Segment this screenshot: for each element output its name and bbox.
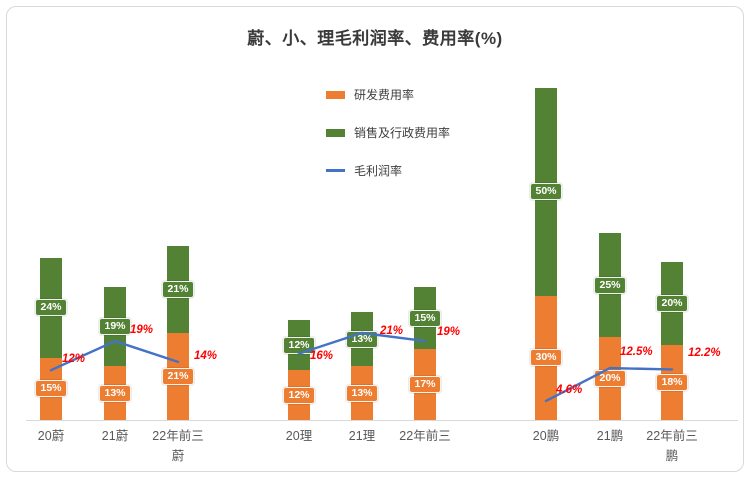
line-value-label: 19% bbox=[437, 326, 461, 339]
bar-value-label: 50% bbox=[530, 183, 562, 201]
bar-value-label: 13% bbox=[99, 384, 131, 402]
chart-title: 蔚、小、理毛利润率、费用率(%) bbox=[247, 29, 503, 48]
bar-value-label: 13% bbox=[346, 330, 378, 348]
bar-value-label: 13% bbox=[346, 384, 378, 402]
legend-item-rnd-expense-rate: 研发费用率 bbox=[326, 86, 450, 103]
x-axis-line bbox=[26, 420, 738, 421]
bar-value-label: 19% bbox=[99, 318, 131, 336]
x-axis-label: 22年前三 蔚 bbox=[152, 429, 204, 463]
legend-marker-bar-green bbox=[326, 128, 345, 137]
line-value-label: 12.5% bbox=[620, 346, 653, 359]
x-axis-label: 20蔚 bbox=[37, 429, 65, 443]
x-axis-label: 21鹏 bbox=[596, 429, 624, 443]
legend: 研发费用率 销售及行政费用率 毛利润率 bbox=[326, 86, 450, 179]
x-axis-label: 22年前三 bbox=[399, 429, 451, 443]
line-value-label: 14% bbox=[194, 349, 218, 362]
line-value-label: 12.2% bbox=[688, 347, 721, 360]
bar-value-label: 15% bbox=[409, 309, 441, 327]
legend-item-sga-expense-rate: 销售及行政费用率 bbox=[326, 124, 450, 141]
bar-value-label: 25% bbox=[594, 276, 626, 294]
legend-label: 研发费用率 bbox=[354, 88, 415, 102]
x-axis-label: 21蔚 bbox=[101, 429, 129, 443]
x-axis-label: 20理 bbox=[285, 429, 313, 443]
legend-item-gross-margin-rate: 毛利润率 bbox=[326, 162, 450, 179]
bar-value-label: 15% bbox=[35, 380, 67, 398]
legend-marker-bar-orange bbox=[326, 90, 345, 99]
x-axis-label: 21理 bbox=[348, 429, 376, 443]
bar-value-label: 20% bbox=[594, 370, 626, 387]
legend-label: 毛利润率 bbox=[354, 164, 403, 178]
x-axis-label: 20鹏 bbox=[532, 429, 560, 443]
line-value-label: 12% bbox=[62, 353, 86, 366]
legend-label: 销售及行政费用率 bbox=[354, 126, 451, 140]
bar-value-label: 17% bbox=[409, 376, 441, 394]
bar-value-label: 21% bbox=[162, 367, 194, 385]
bar-value-label: 24% bbox=[35, 299, 67, 317]
line-value-label: 16% bbox=[310, 349, 334, 362]
bar-value-label: 21% bbox=[162, 280, 194, 298]
line-value-label: 4.6% bbox=[556, 383, 583, 396]
line-value-label: 21% bbox=[380, 324, 404, 337]
bar-value-label: 12% bbox=[283, 386, 315, 404]
bar-value-label: 18% bbox=[656, 374, 688, 392]
bar-value-label: 20% bbox=[656, 295, 688, 313]
x-axis-label: 22年前三 鹏 bbox=[646, 429, 698, 463]
legend-marker-line-blue bbox=[326, 169, 345, 172]
line-value-label: 19% bbox=[130, 324, 154, 337]
bar-value-label: 30% bbox=[530, 349, 562, 367]
